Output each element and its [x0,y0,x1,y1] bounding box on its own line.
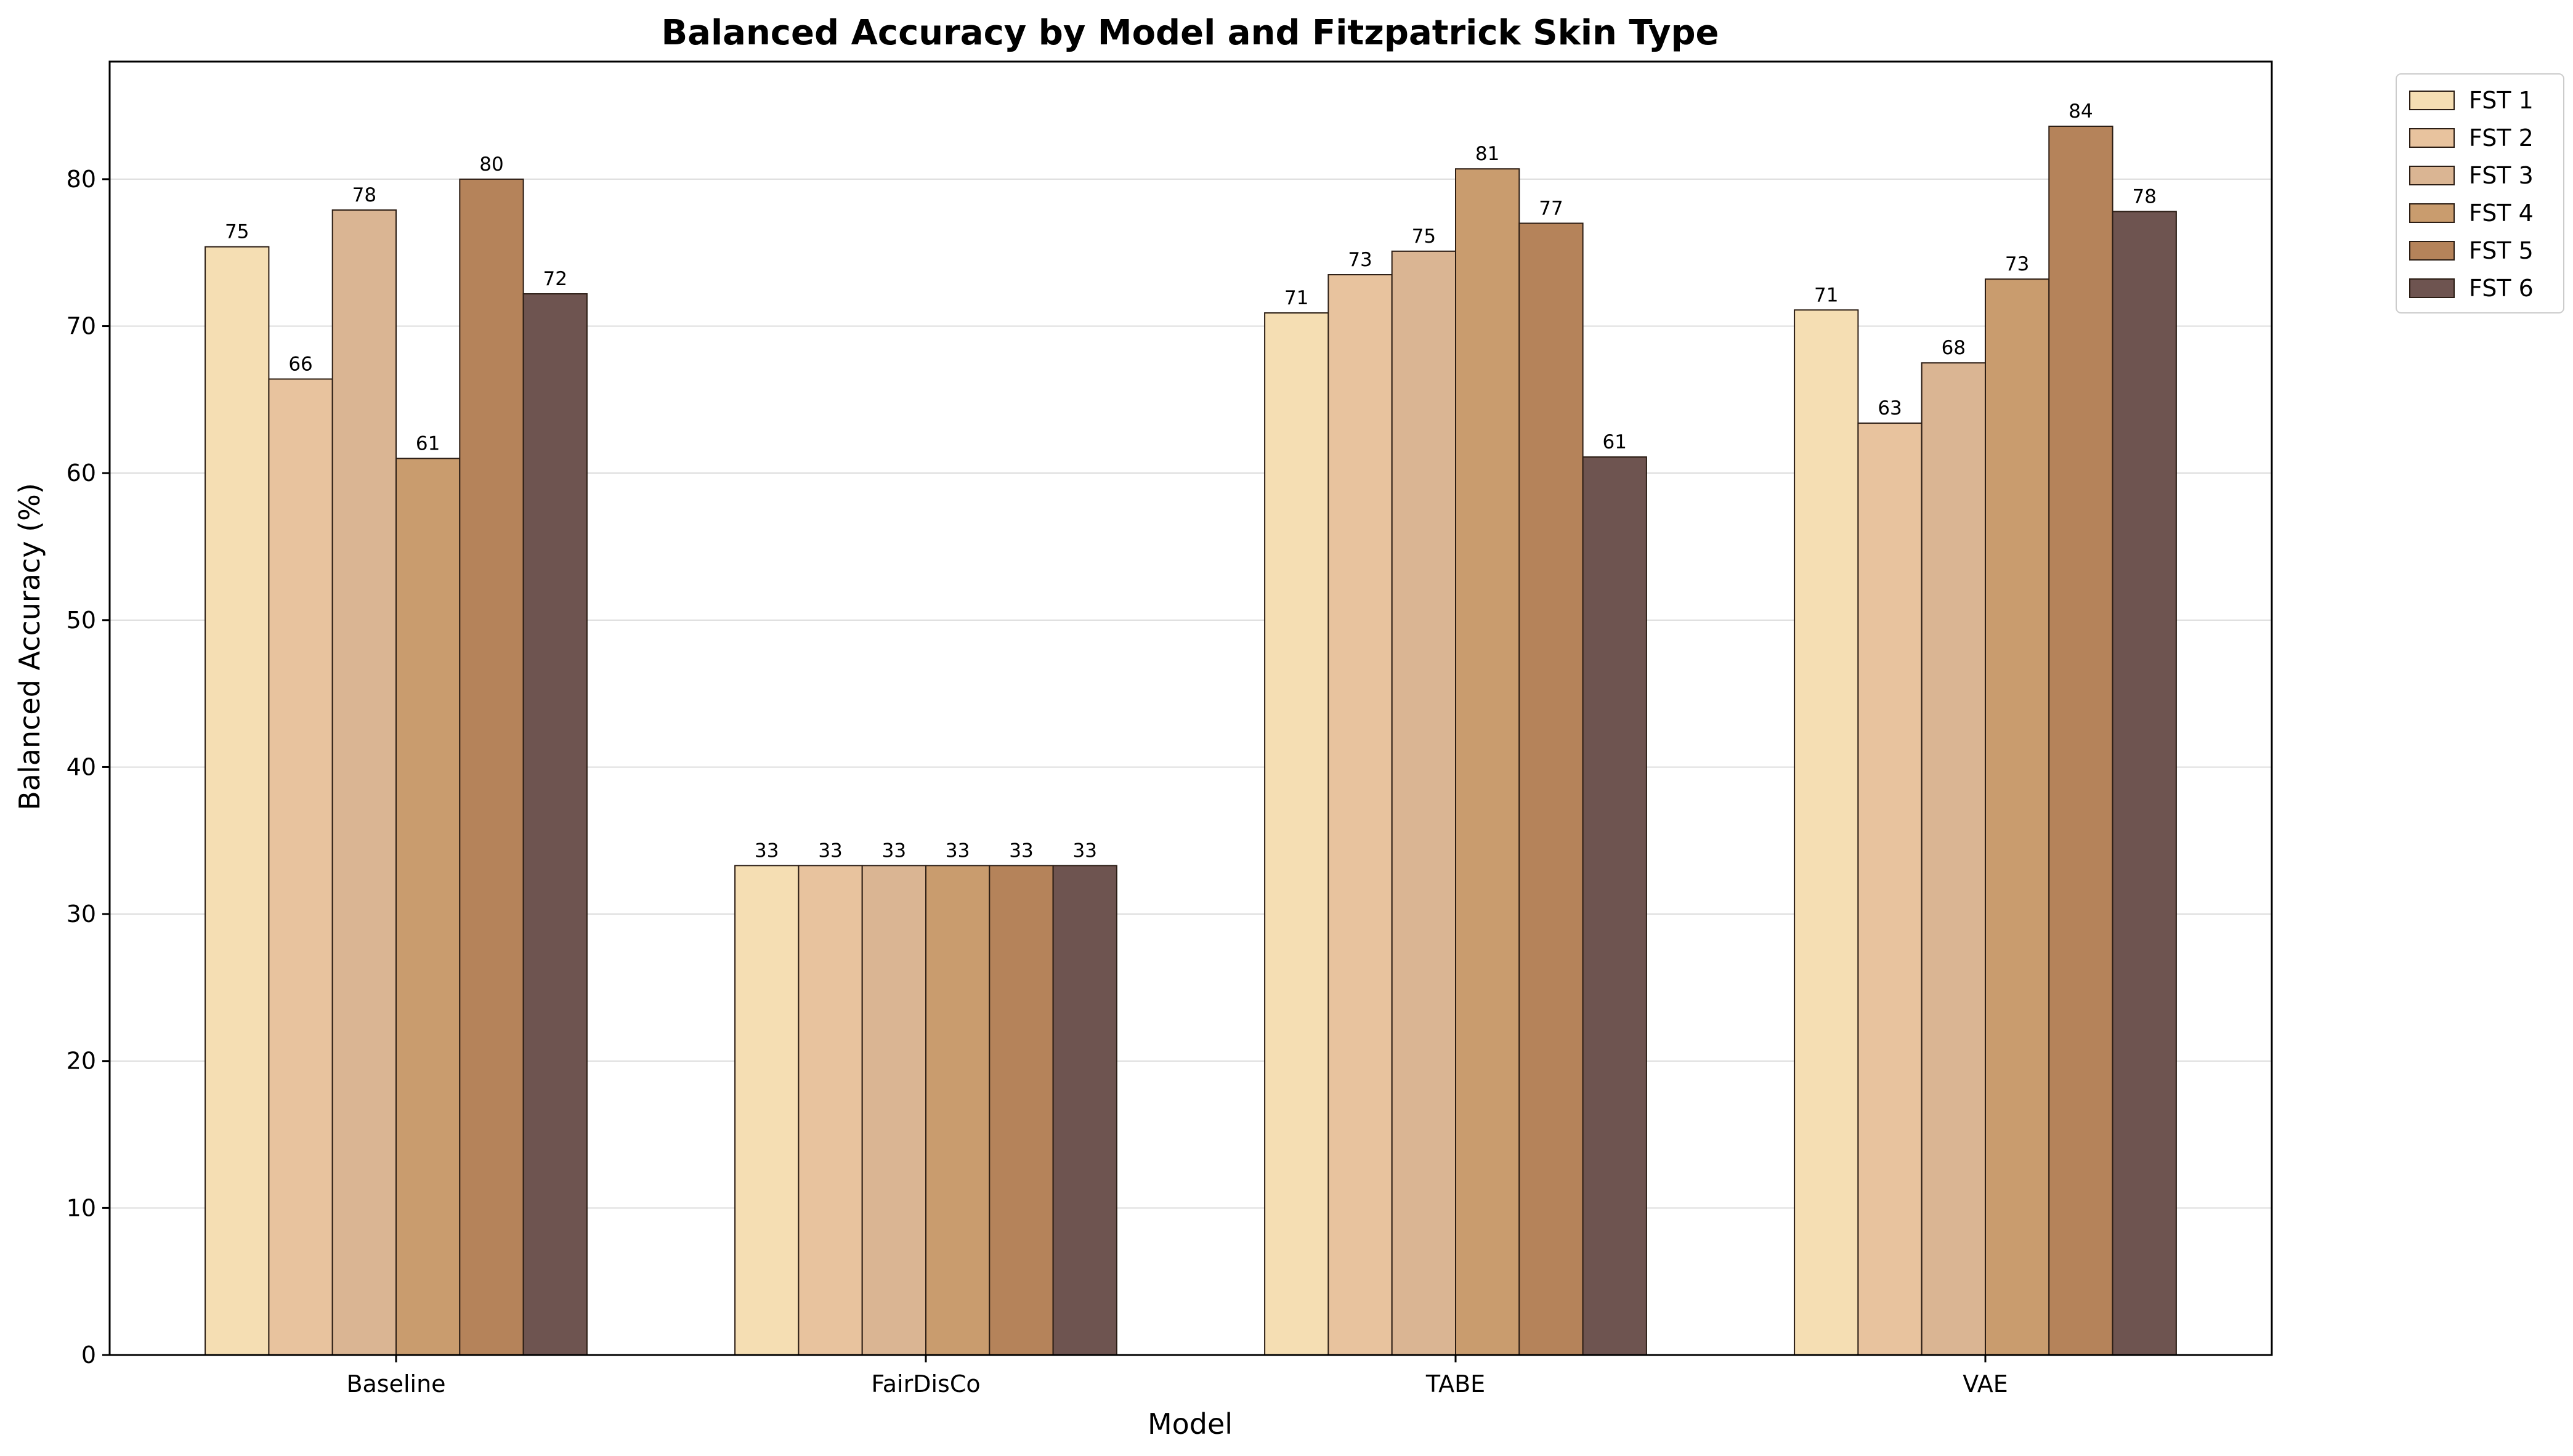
y-tick-label: 50 [67,607,96,634]
bar-value-label: 81 [1475,143,1499,165]
bar-value-label: 75 [1412,225,1436,248]
x-tick-label: Baseline [346,1370,445,1397]
y-tick-label: 20 [67,1048,96,1075]
legend-swatch [2409,278,2455,298]
y-axis-ticks: 0 10 20 30 40 50 60 70 80 [67,166,110,1369]
bar-value-label: 61 [416,432,440,455]
bar-fst-2-vae [1857,423,1923,1356]
bar-fst-3-vae [1921,362,1986,1356]
legend-label: FST 5 [2469,237,2534,264]
bar-value-label: 33 [818,839,842,862]
y-tick-label: 0 [81,1341,96,1369]
bars [205,126,2177,1356]
bar-value-label: 73 [2005,253,2029,275]
bar-fst-3-baseline [331,209,397,1356]
bar-value-label: 75 [225,221,249,243]
x-tick-label: FairDisCo [871,1370,980,1397]
bar-value-label: 71 [1814,284,1838,306]
bar-fst-3-tabe [1391,250,1456,1356]
y-tick-label: 60 [67,459,96,487]
y-tick-label: 10 [67,1194,96,1221]
bar-fst-2-tabe [1327,274,1393,1356]
bar-fst-5-vae [2048,126,2113,1356]
bar-fst-1-tabe [1264,312,1329,1356]
bar-fst-4-fairdisco [925,865,991,1356]
bar-fst-1-baseline [205,246,270,1356]
bar-value-label: 33 [1073,839,1097,862]
x-axis-label: Model [1148,1407,1233,1441]
bar-fst-4-baseline [395,458,461,1356]
bar-value-label: 73 [1348,249,1372,271]
bar-value-label: 33 [882,839,906,862]
bar-fst-2-baseline [268,378,333,1356]
bar-value-label: 77 [1539,198,1563,220]
legend-swatch [2409,166,2455,185]
bar-fst-1-vae [1794,309,1859,1356]
bar-value-label: 80 [479,153,503,176]
y-tick-label: 40 [67,753,96,780]
y-axis-label: Balanced Accuracy (%) [13,483,46,811]
bar-fst-6-vae [2112,211,2177,1356]
legend-swatch [2409,203,2455,223]
legend-label: FST 2 [2469,124,2534,152]
bar-value-label: 33 [1009,839,1033,862]
bar-fst-6-baseline [522,293,588,1356]
legend-label: FST 6 [2469,275,2534,302]
bar-fst-4-vae [1985,278,2050,1356]
bar-fst-1-fairdisco [734,865,800,1356]
x-axis-ticks: Baseline FairDisCo TABE VAE [346,1355,2008,1397]
legend-label: FST 1 [2469,87,2534,114]
bar-value-label: 72 [543,268,567,290]
legend-swatch [2409,241,2455,261]
y-tick-label: 70 [67,313,96,340]
legend: FST 1 FST 2 FST 3 FST 4 FST 5 FST 6 [2396,73,2564,313]
bar-fst-6-fairdisco [1052,865,1117,1356]
bar-value-label: 84 [2069,100,2093,123]
x-tick-label: TABE [1425,1370,1485,1397]
bar-value-label: 71 [1284,287,1308,309]
x-tick-label: VAE [1963,1370,2008,1397]
bar-fst-3-fairdisco [861,865,926,1356]
bar-labels: 75 66 78 61 80 72 33 33 33 33 33 33 71 73 75 81 77 61 71 63… [225,100,2157,862]
bar-value-label: 66 [288,353,312,375]
bar-fst-6-tabe [1582,456,1647,1356]
legend-label: FST 4 [2469,200,2534,227]
bar-fst-5-fairdisco [989,865,1054,1356]
y-tick-label: 30 [67,900,96,928]
legend-swatch [2409,128,2455,148]
legend-swatch [2409,91,2455,110]
bar-value-label: 61 [1603,431,1627,453]
bar-value-label: 78 [2133,185,2157,208]
plot-frame [108,60,2273,1356]
bar-fst-5-baseline [459,178,524,1356]
bar-value-label: 33 [946,839,970,862]
bar-value-label: 63 [1878,397,1902,419]
bar-value-label: 33 [755,839,779,862]
bar-fst-4-tabe [1455,168,1520,1356]
legend-label: FST 3 [2469,162,2534,189]
bar-fst-5-tabe [1518,222,1584,1356]
bar-fst-2-fairdisco [798,865,863,1356]
y-tick-label: 80 [67,166,96,193]
bar-value-label: 68 [1942,337,1966,359]
chart-title: Balanced Accuracy by Model and Fitzpatri… [661,13,1719,53]
bar-value-label: 78 [352,184,376,206]
